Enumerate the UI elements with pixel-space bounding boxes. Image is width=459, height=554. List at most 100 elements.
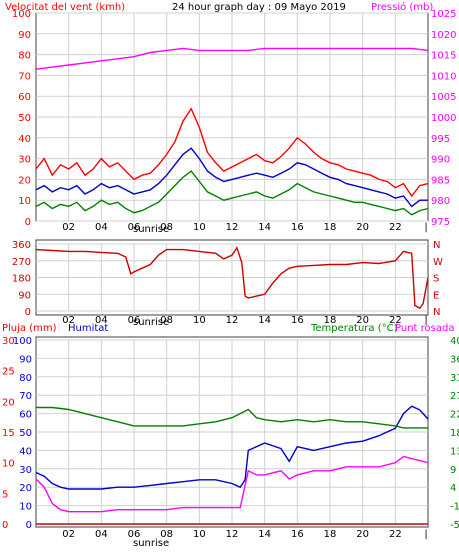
- x-tick-label: 18: [324, 222, 337, 233]
- x-tick-label: 12: [226, 222, 239, 233]
- x-tick-label: 08: [160, 315, 173, 326]
- rain-humidity-temperature-panel: 0-510-1204309401350186022702780319036100…: [2, 323, 459, 549]
- x-tick-label: 18: [324, 529, 337, 540]
- x-tick-label: 02: [62, 222, 75, 233]
- temperature-label: Temperatura (°C): [310, 323, 398, 334]
- panel1-sunrise-label: sunrise: [133, 224, 169, 235]
- wind-tick-label: 50: [18, 113, 31, 124]
- temperature-tick-label: 22: [450, 410, 459, 421]
- pressure-tick-label: 1010: [431, 71, 456, 82]
- humidity-tick-label: 20: [19, 483, 32, 494]
- x-tick-label: 04: [95, 315, 108, 326]
- humidity-tick-label: 100: [13, 336, 32, 347]
- rain-label: Pluja (mm): [2, 323, 57, 334]
- wind-tick-label: 10: [18, 196, 31, 207]
- x-tick-label: 10: [193, 222, 206, 233]
- wind-tick-label: 90: [18, 30, 31, 41]
- x-tick-label: 20: [356, 222, 369, 233]
- humidity-tick-label: 50: [19, 428, 32, 439]
- x-end-marker: |: [424, 529, 427, 540]
- x-tick-label: 18: [324, 315, 337, 326]
- pressure-tick-label: 1015: [431, 51, 456, 62]
- temperature-tick-label: 40: [450, 336, 459, 347]
- rain-tick-label: 30: [2, 336, 15, 347]
- x-end-marker: |: [424, 315, 427, 326]
- humidity-tick-label: 30: [19, 465, 32, 476]
- x-tick-label: 12: [226, 529, 239, 540]
- x-tick-label: 06: [128, 315, 141, 326]
- x-tick-label: 16: [291, 529, 304, 540]
- x-tick-label: 10: [193, 315, 206, 326]
- x-tick-label: 16: [291, 222, 304, 233]
- x-tick-label: 04: [95, 222, 108, 233]
- pressure-tick-label: 990: [431, 155, 450, 166]
- panel3-sunrise-label: sunrise: [133, 538, 169, 549]
- temperature-tick-label: 18: [450, 428, 459, 439]
- wind-tick-label: 60: [18, 92, 31, 103]
- x-tick-label: 20: [356, 529, 369, 540]
- wind-tick-label: 70: [18, 71, 31, 82]
- humidity-tick-label: 10: [19, 502, 32, 513]
- humidity-tick-label: 0: [26, 520, 32, 531]
- wind-tick-label: 30: [18, 155, 31, 166]
- x-tick-label: 06: [128, 529, 141, 540]
- temperature-tick-label: 9: [450, 465, 456, 476]
- wind-pressure-panel: 0102030405060708090100975980985990995100…: [5, 1, 456, 235]
- pressure-tick-label: 985: [431, 175, 450, 186]
- compass-tick-label: E: [433, 290, 439, 301]
- direction-tick-label: 0: [25, 307, 31, 318]
- x-tick-label: 06: [128, 222, 141, 233]
- wind-line: [35, 170, 429, 216]
- pressure-tick-label: 1005: [431, 92, 456, 103]
- panel1-grid: [36, 12, 428, 222]
- wind-tick-label: 20: [18, 175, 31, 186]
- humidity-tick-label: 60: [19, 410, 32, 421]
- temperature-line: [36, 406, 428, 429]
- x-tick-label: 02: [62, 315, 75, 326]
- pressure-tick-label: 1020: [431, 30, 456, 41]
- humidity-tick-label: 90: [19, 354, 32, 365]
- pressure-label: Pressió (mb): [371, 1, 433, 13]
- compass-tick-label: N: [433, 307, 440, 318]
- x-tick-label: 22: [389, 222, 402, 233]
- temperature-tick-label: 27: [450, 391, 459, 402]
- compass-tick-label: W: [433, 257, 443, 268]
- rain-tick-label: 20: [2, 397, 15, 408]
- x-tick-label: 20: [356, 315, 369, 326]
- pressure-tick-label: 975: [431, 217, 450, 228]
- x-tick-label: 04: [95, 529, 108, 540]
- temperature-tick-label: 36: [450, 354, 459, 365]
- wind-direction-line: [35, 246, 429, 310]
- humidity-tick-label: 40: [19, 446, 32, 457]
- x-tick-label: 16: [291, 315, 304, 326]
- humidity-label: Humitat: [68, 323, 108, 334]
- direction-tick-label: 180: [12, 274, 31, 285]
- x-tick-label: 10: [193, 529, 206, 540]
- pressure-tick-label: 1000: [431, 113, 456, 124]
- dew-point-label: Punt rosada: [395, 323, 454, 334]
- wind-tick-label: 100: [12, 9, 31, 20]
- temperature-tick-label: -1: [450, 502, 459, 513]
- rain-tick-label: 15: [2, 428, 15, 439]
- direction-tick-label: 270: [12, 257, 31, 268]
- temperature-tick-label: 13: [450, 446, 459, 457]
- wind-tick-label: 40: [18, 134, 31, 145]
- panel1-series: [35, 47, 429, 216]
- panel2-series: [35, 246, 429, 310]
- panel2-grid: [36, 243, 428, 312]
- pressure-tick-label: 1025: [431, 9, 456, 20]
- rain-tick-label: 5: [2, 489, 8, 500]
- wind-line: [35, 107, 429, 198]
- compass-tick-label: N: [433, 240, 440, 251]
- compass-tick-label: S: [433, 274, 439, 285]
- x-tick-label: 14: [258, 222, 271, 233]
- panel3-tick-labels: 0-510-1204309401350186022702780319036100…: [2, 336, 459, 540]
- humidity-tick-label: 70: [19, 391, 32, 402]
- direction-tick-label: 90: [18, 290, 31, 301]
- x-end-marker: |: [424, 222, 427, 233]
- pressure-tick-label: 995: [431, 134, 450, 145]
- pressure-tick-label: 980: [431, 196, 450, 207]
- panel2-sunrise-label: sunrise: [133, 317, 169, 328]
- direction-tick-label: 360: [12, 240, 31, 251]
